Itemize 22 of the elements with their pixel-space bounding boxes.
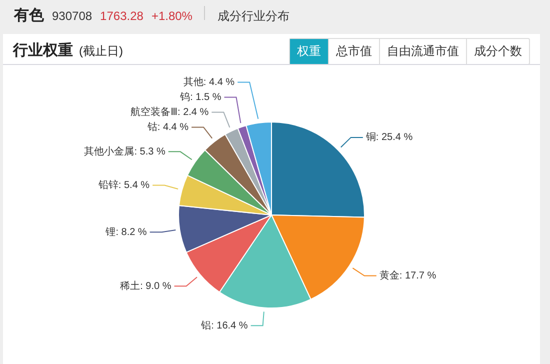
text: +1.80% <box>151 9 192 23</box>
slice-label: 其他小金属: 5.3 % <box>84 145 166 158</box>
slice-label: 稀土: 9.0 % <box>120 280 172 292</box>
text: 成分行业分布 <box>217 8 290 25</box>
slice-label: 钴: 4.4 % <box>146 121 189 133</box>
slice-label: 铅锌: 5.4 % <box>97 178 150 191</box>
chart-title: 行业权重 <box>13 42 73 59</box>
text: 有色 <box>14 6 44 25</box>
text: 成分个数 <box>466 39 529 64</box>
text: 930708 <box>52 9 92 23</box>
text: 1763.28 <box>100 9 144 23</box>
text: 权重 <box>290 39 328 64</box>
slice-label: 铜: 25.4 % <box>364 132 413 144</box>
slice-label: 钨: 1.5 % <box>179 92 222 103</box>
slice-label: 铝: 16.4 % <box>200 320 248 332</box>
slice-label: 黄金: 17.7 % <box>379 269 436 282</box>
slice-label: 航空装备Ⅲ: 2.4 % <box>130 106 209 118</box>
text: 自由流通市值 <box>379 39 466 64</box>
chart-subtitle: (截止日) <box>79 44 123 58</box>
slice-label: 锂: 8.2 % <box>104 226 147 238</box>
slice-label: 其他: 4.4 % <box>183 76 235 88</box>
text: 总市值 <box>328 39 379 64</box>
